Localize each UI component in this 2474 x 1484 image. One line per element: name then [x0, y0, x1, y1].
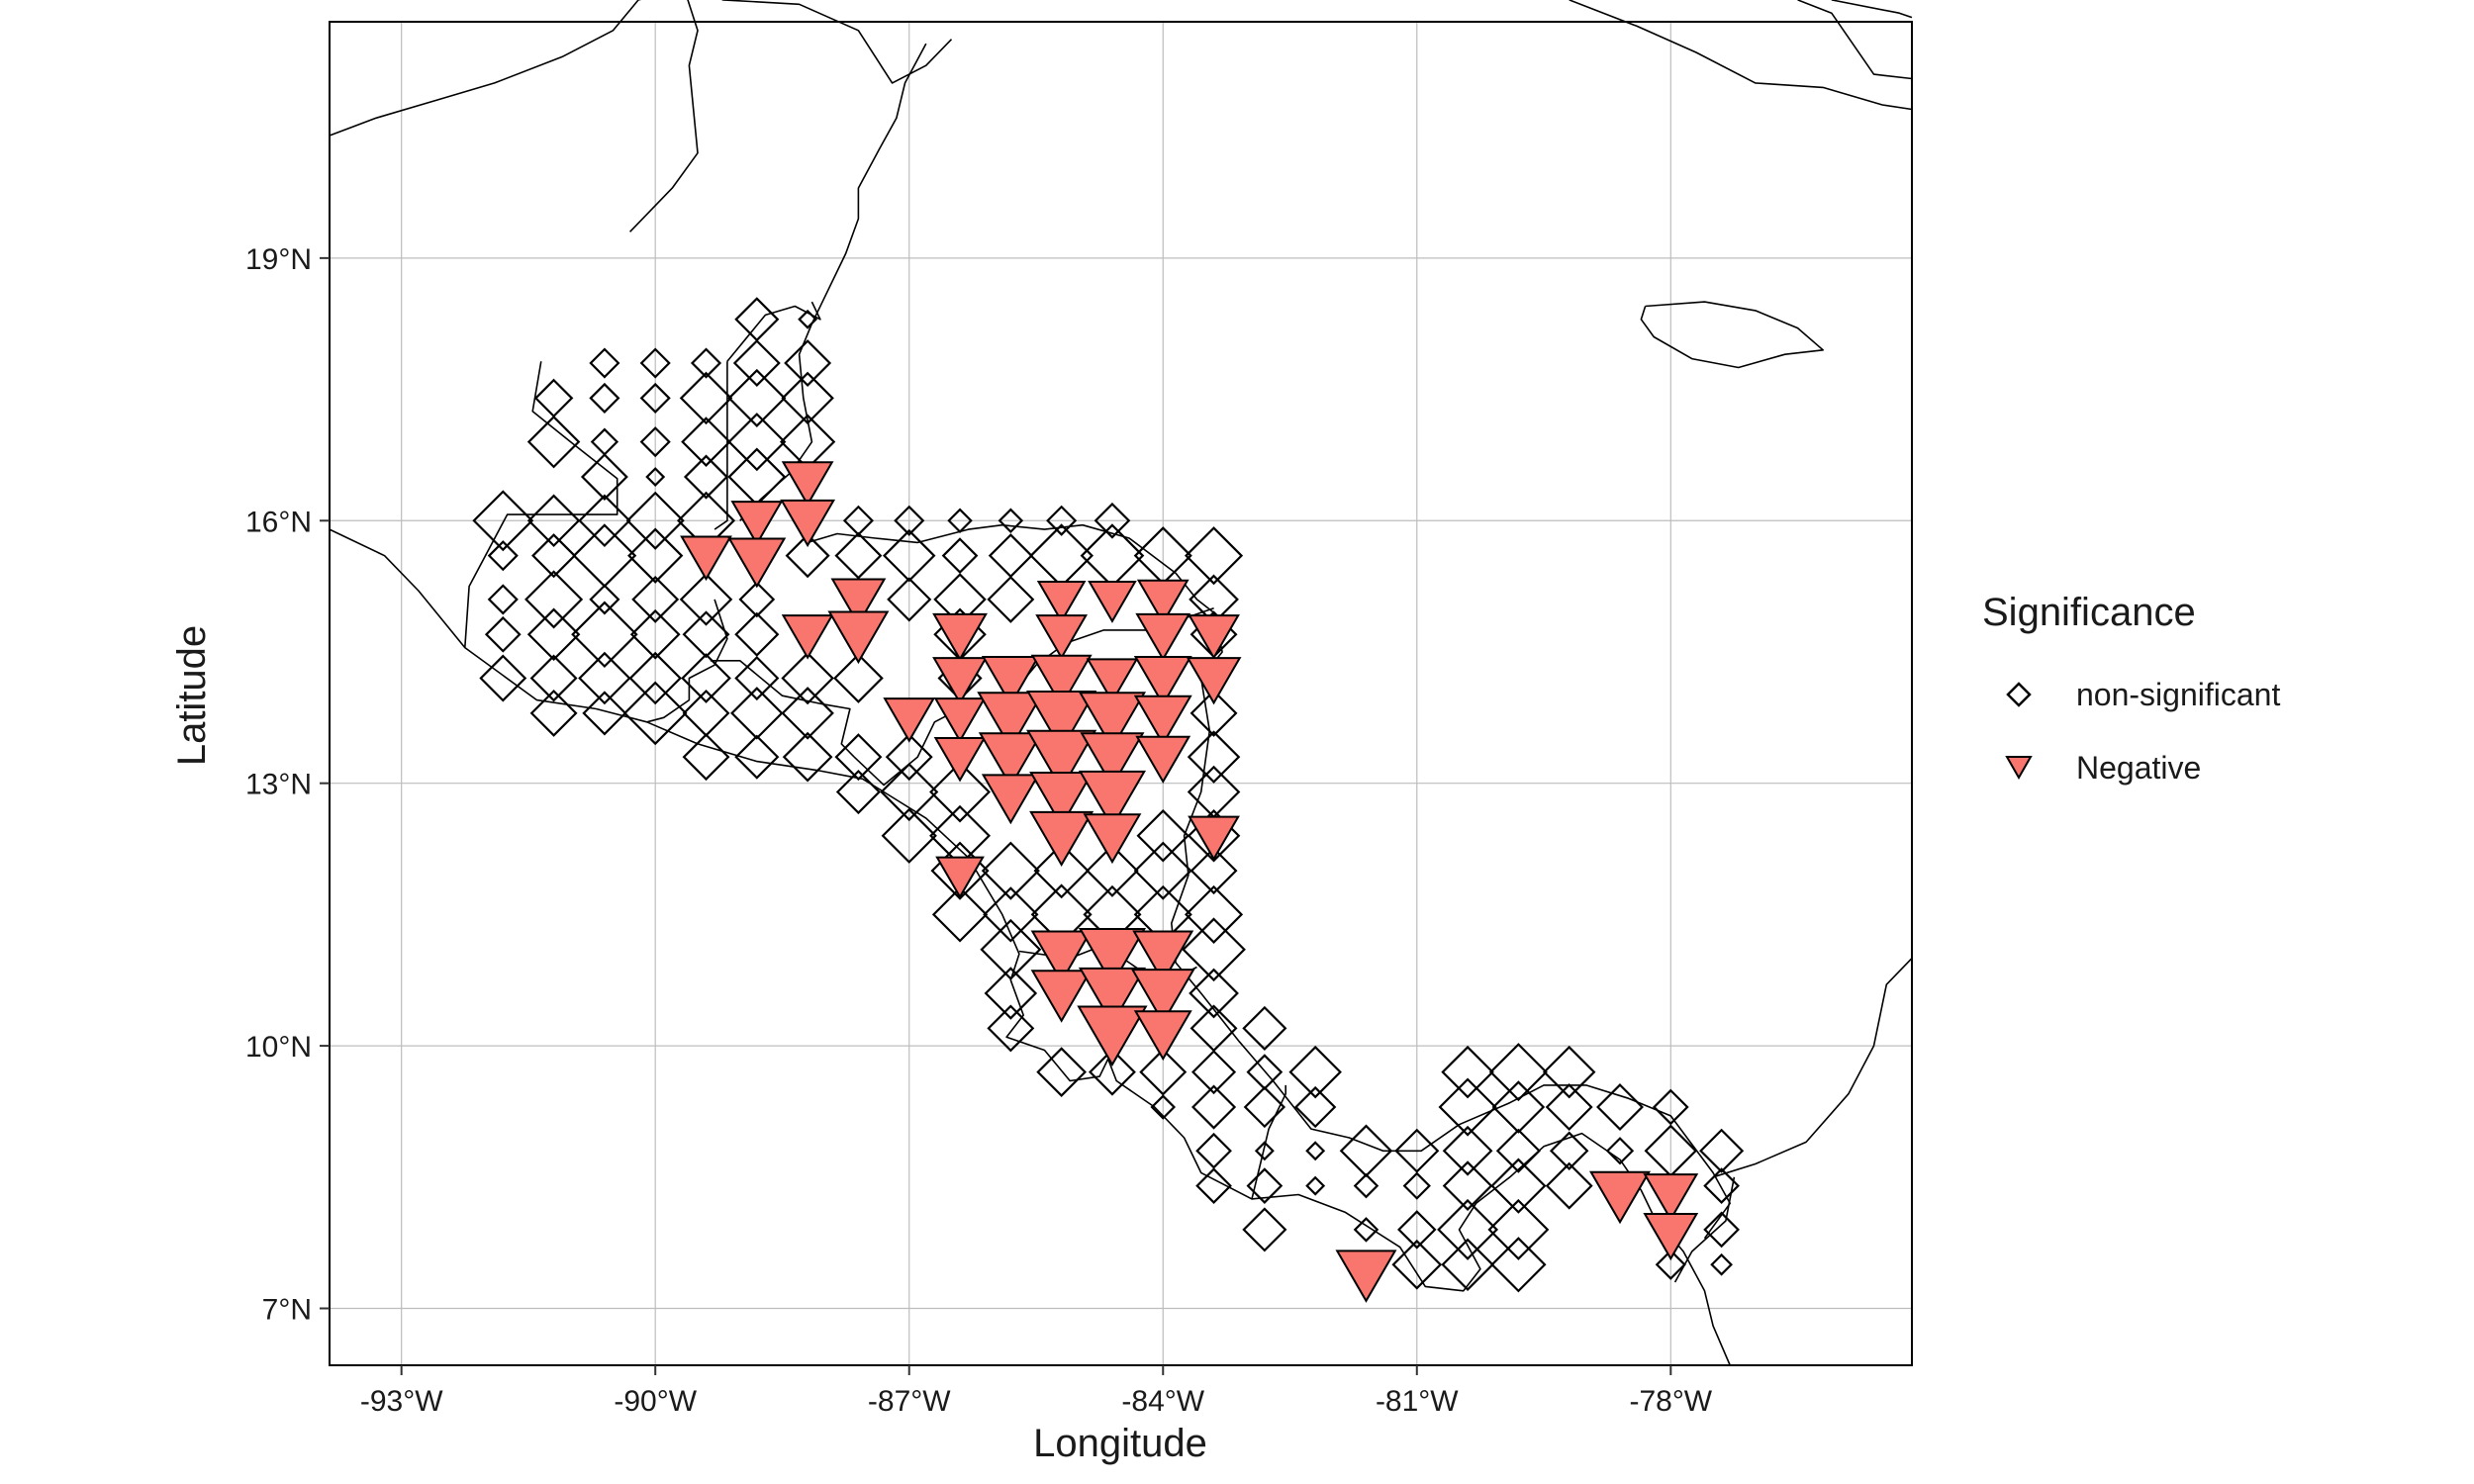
y-tick-label: 19°N	[245, 243, 312, 276]
x-tick-label: -87°W	[868, 1385, 951, 1418]
legend-title: Significance	[1982, 591, 2196, 634]
x-axis-title: Longitude	[1033, 1422, 1207, 1465]
y-axis-title: Latitude	[170, 625, 214, 766]
y-tick-label: 10°N	[245, 1031, 312, 1064]
y-tick-label: 13°N	[245, 769, 312, 801]
x-tick-label: -84°W	[1121, 1385, 1204, 1418]
x-tick-label: -90°W	[614, 1385, 697, 1418]
y-tick-label: 7°N	[262, 1293, 312, 1326]
x-tick-label: -78°W	[1629, 1385, 1712, 1418]
x-tick-label: -81°W	[1376, 1385, 1459, 1418]
legend-label-non-significant: non-significant	[2076, 677, 2280, 712]
y-tick-label: 16°N	[245, 506, 312, 538]
legend-label-negative: Negative	[2076, 750, 2201, 786]
x-tick-label: -93°W	[360, 1385, 443, 1418]
